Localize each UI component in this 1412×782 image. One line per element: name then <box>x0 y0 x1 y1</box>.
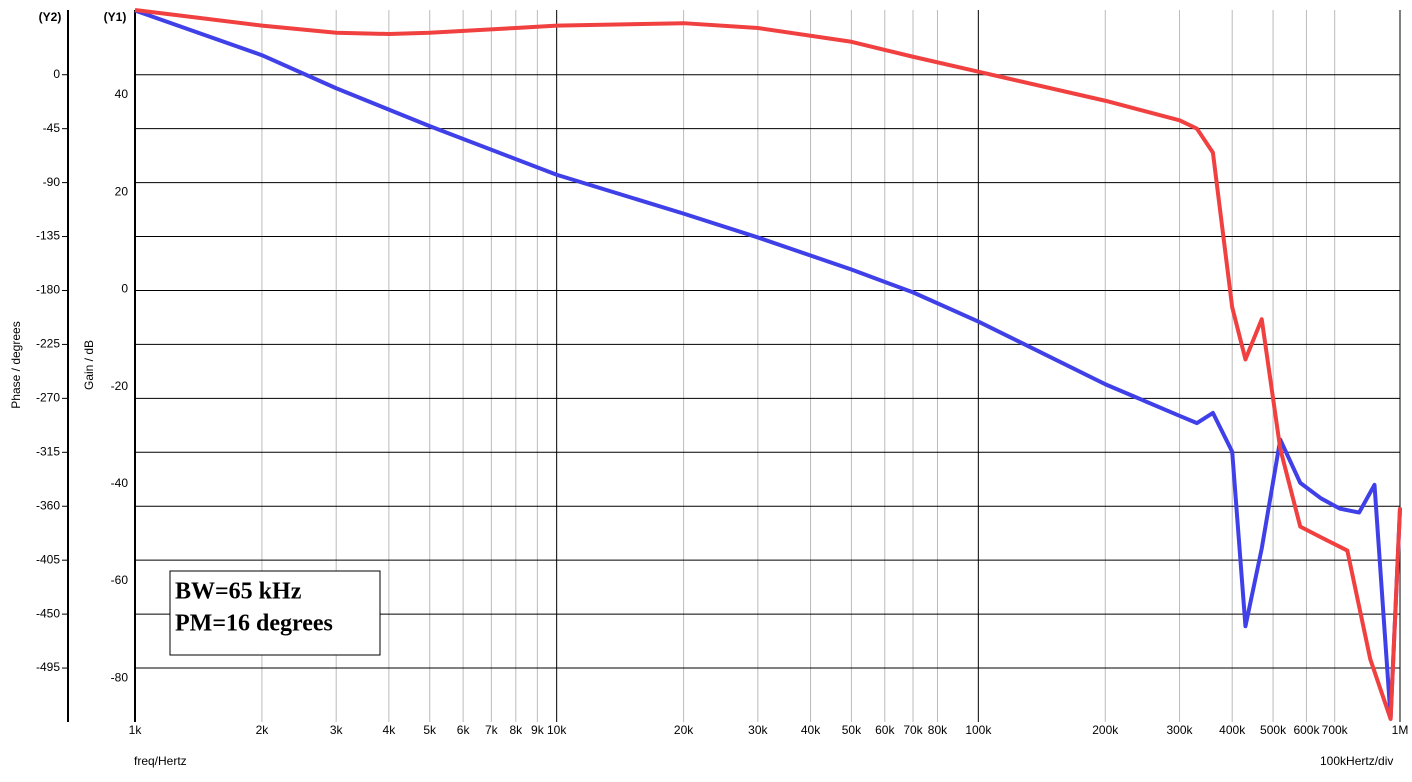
y-tick-label: -20 <box>111 379 129 393</box>
x-tick-label: 7k <box>485 723 499 737</box>
x-tick-label: 3k <box>330 723 344 737</box>
x-tick-label: 60k <box>875 723 895 737</box>
x-tick-label: 200k <box>1092 723 1119 737</box>
y2-tick-label: -45 <box>43 121 61 135</box>
y2-tick-label: -315 <box>36 444 60 458</box>
y2-tick-label: -450 <box>36 606 60 620</box>
x-tick-label: 1M <box>1392 723 1409 737</box>
x-tick-label: 70k <box>903 723 923 737</box>
y2-tick-label: -90 <box>43 175 61 189</box>
y2-tick-label: -495 <box>36 660 60 674</box>
y-tick-label: -60 <box>111 573 129 587</box>
x-tick-label: 700k <box>1322 723 1349 737</box>
x-tick-label: 8k <box>509 723 523 737</box>
y-tick-label: 40 <box>115 87 129 101</box>
x-scale-note: 100kHertz/div <box>1320 754 1393 768</box>
y2-axis-label: Phase / degrees <box>9 321 23 408</box>
x-tick-label: 1k <box>129 723 143 737</box>
y2-tick-label: -405 <box>36 552 60 566</box>
x-axis-label: freq/Hertz <box>134 754 187 768</box>
series-line <box>134 8 1402 720</box>
x-tick-label: 9k <box>531 723 545 737</box>
x-tick-label: 20k <box>674 723 694 737</box>
annotation-frame <box>169 570 381 656</box>
x-tick-label: 80k <box>928 723 948 737</box>
annotation: PM=16 degrees <box>175 611 333 637</box>
y2-tick-label: -270 <box>36 391 60 405</box>
x-tick-label: 10k <box>547 723 567 737</box>
x-tick-label: 500k <box>1260 723 1287 737</box>
y-tick-label: -40 <box>111 476 129 490</box>
series-line <box>134 8 1402 721</box>
x-tick-label: 300k <box>1167 723 1194 737</box>
y2-tick-label: -225 <box>36 337 60 351</box>
x-tick-label: 30k <box>748 723 768 737</box>
y-axis-label: Gain / dB <box>82 340 96 390</box>
y2-tick-label: -360 <box>36 498 60 512</box>
x-tick-label: 4k <box>383 723 397 737</box>
y2-tick-label: -135 <box>36 229 60 243</box>
x-tick-label: 6k <box>457 723 471 737</box>
x-tick-label: 40k <box>801 723 821 737</box>
annotation: BW=65 kHz <box>175 579 302 605</box>
annotation-box: BW=65 kHz PM=16 degrees <box>169 570 381 656</box>
x-tick-label: 100k <box>965 723 992 737</box>
y-tick-label: -80 <box>111 670 129 684</box>
x-tick-label: 400k <box>1219 723 1246 737</box>
y-tick-label: 20 <box>115 184 129 198</box>
y2-axis-tag: (Y2) <box>39 10 62 24</box>
x-tick-label: 2k <box>256 723 270 737</box>
x-tick-label: 50k <box>842 723 862 737</box>
y2-tick-label: -180 <box>36 283 60 297</box>
y2-tick-label: 0 <box>53 67 60 81</box>
y-tick-label: 0 <box>121 282 128 296</box>
y-axis-tag: (Y1) <box>104 10 127 24</box>
x-tick-label: 600k <box>1293 723 1320 737</box>
x-tick-label: 5k <box>423 723 437 737</box>
